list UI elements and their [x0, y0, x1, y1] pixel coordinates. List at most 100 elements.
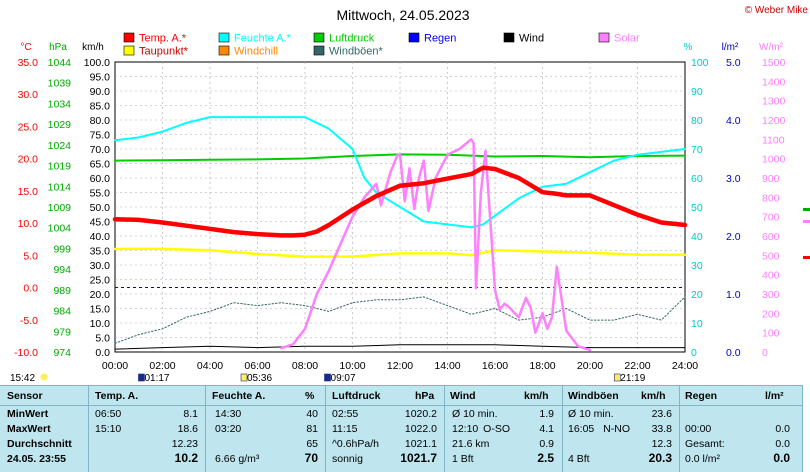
col-header-gust-unit: km/h [641, 390, 666, 402]
series-line-windb-en [114, 296, 686, 344]
solar-tick-label: 1000 [762, 154, 786, 166]
table-cell-press-time: ^0.6hPa/h [332, 438, 379, 450]
legend: Temp. A.* Feuchte A.* Luftdruck Regen Wind So… [123, 32, 640, 58]
series-line-temp-a [112, 165, 688, 238]
temp-tick-label: 20.0 [18, 154, 39, 166]
pressure-tick-label: 984 [53, 306, 71, 318]
x-tick-label: 22:00 [624, 360, 650, 372]
x-tick-label: 00:00 [102, 360, 128, 372]
chart-title: Mittwoch, 24.05.2023 [336, 7, 469, 23]
table-cell-gust-time: 16:05 [568, 423, 595, 435]
humidity-tick-label: 30 [691, 260, 703, 272]
solar-tick-label: 1100 [762, 134, 785, 146]
pressure-tick-label: 1019 [48, 161, 72, 173]
right-edge-marker [803, 208, 810, 211]
legend-label: Wind [519, 33, 544, 45]
sun-marker-time: 09:07 [331, 373, 356, 384]
table-cell-hum-time: 6.66 g/m³ [215, 453, 260, 465]
stats-table: Sensor Temp. A. Feuchte A. % Luftdruck h… [0, 385, 803, 472]
wind-tick-label: 15.0 [90, 304, 111, 316]
table-cell-gust-time: 4 Bft [568, 453, 590, 465]
pressure-tick-label: 1029 [48, 119, 72, 131]
sun-marker-icon [324, 373, 331, 382]
table-cell-wind: 0.9 [539, 438, 554, 450]
pressure-tick-label: 1044 [48, 57, 72, 69]
humidity-tick-label: 70 [691, 144, 703, 156]
x-tick-label: 06:00 [244, 360, 270, 372]
solar-tick-label: 400 [762, 270, 780, 282]
legend-swatch [598, 32, 610, 43]
sun-markers: 01:17 05:36 09:07 21:19 [138, 373, 646, 384]
table-cell-gust: 23.6 [651, 408, 672, 420]
sun-marker-icon [613, 373, 621, 382]
solar-tick-label: 800 [762, 192, 780, 204]
humidity-tick-label: 20 [691, 289, 703, 301]
solar-tick-label: 200 [762, 308, 780, 320]
temp-tick-label: -10.0 [14, 347, 38, 359]
humidity-unit: % [684, 42, 693, 53]
series-line-solar [280, 138, 592, 352]
table-cell-hum: 70 [304, 451, 318, 465]
table-cell-hum-time: 03:20 [215, 423, 242, 435]
wind-tick-label: 10.0 [90, 318, 111, 330]
sun-icon [40, 373, 48, 381]
sun-marker-time: 05:36 [247, 373, 272, 384]
legend-swatch [313, 32, 325, 43]
solar-tick-label: 1200 [762, 115, 786, 127]
wind-tick-label: 100.0 [84, 57, 110, 69]
legend-swatch [408, 32, 420, 43]
wind-tick-label: 85.0 [90, 101, 111, 113]
temp-tick-label: 35.0 [18, 57, 39, 69]
col-header-wind: Wind [450, 390, 476, 402]
table-cell-press-time: 02:55 [332, 408, 359, 420]
temp-tick-label: 25.0 [18, 121, 39, 133]
temp-tick-label: 30.0 [18, 89, 39, 101]
humidity-tick-label: 10 [691, 318, 703, 330]
temp-unit: °C [20, 42, 31, 53]
table-cell-wind-time: Ø 10 min. [452, 408, 498, 420]
legend-swatch [123, 32, 135, 43]
table-divider [0, 405, 803, 406]
solar-tick-label: 300 [762, 289, 780, 301]
sun-marker-time: 21:19 [620, 373, 645, 384]
x-tick-label: 16:00 [482, 360, 508, 372]
table-cell-rain: 0.0 [775, 423, 790, 435]
solar-tick-label: 0 [762, 347, 768, 359]
table-divider [802, 386, 803, 472]
table-cell-gust: 20.3 [648, 451, 672, 465]
table-cell-temp: 8.1 [183, 408, 198, 420]
table-divider [444, 386, 445, 472]
wind-tick-label: 60.0 [90, 173, 111, 185]
table-cell-label: Durchschnitt [7, 438, 72, 450]
legend-label: Solar [614, 33, 640, 45]
series-line-taupunkt [113, 247, 687, 258]
pressure-tick-label: 1039 [48, 78, 72, 90]
rain-unit: l/m² [722, 42, 739, 53]
legend-label: Taupunkt* [139, 46, 189, 58]
pressure-tick-label: 979 [53, 326, 71, 338]
table-cell-temp-time: 15:10 [95, 423, 122, 435]
solar-tick-label: 1500 [762, 57, 786, 69]
x-tick-label: 02:00 [149, 360, 175, 372]
sun-marker-icon [138, 373, 145, 382]
legend-swatch [218, 45, 230, 56]
table-cell-rain: 0.0 [773, 451, 790, 465]
wind-tick-label: 95.0 [90, 72, 111, 84]
humidity-tick-label: 80 [691, 115, 703, 127]
sun-marker-time: 01:17 [144, 373, 169, 384]
legend-label: Luftdruck [329, 33, 375, 45]
pressure-tick-label: 1024 [48, 140, 72, 152]
series-layer [112, 116, 688, 352]
pressure-tick-label: 989 [53, 285, 71, 297]
table-cell-wind-time: 12:10 [452, 423, 479, 435]
sun-marker-icon [240, 373, 248, 382]
humidity-tick-label: 90 [691, 86, 703, 98]
temp-tick-label: 0.0 [23, 283, 38, 295]
wind-tick-label: 30.0 [90, 260, 111, 272]
humidity-tick-label: 0 [691, 347, 697, 359]
table-cell-gust: 12.3 [651, 438, 672, 450]
legend-label: Windböen* [329, 46, 384, 58]
right-edge-marker [803, 256, 810, 259]
wind-tick-label: 35.0 [90, 246, 111, 258]
table-cell-hum-time: 14:30 [215, 408, 242, 420]
